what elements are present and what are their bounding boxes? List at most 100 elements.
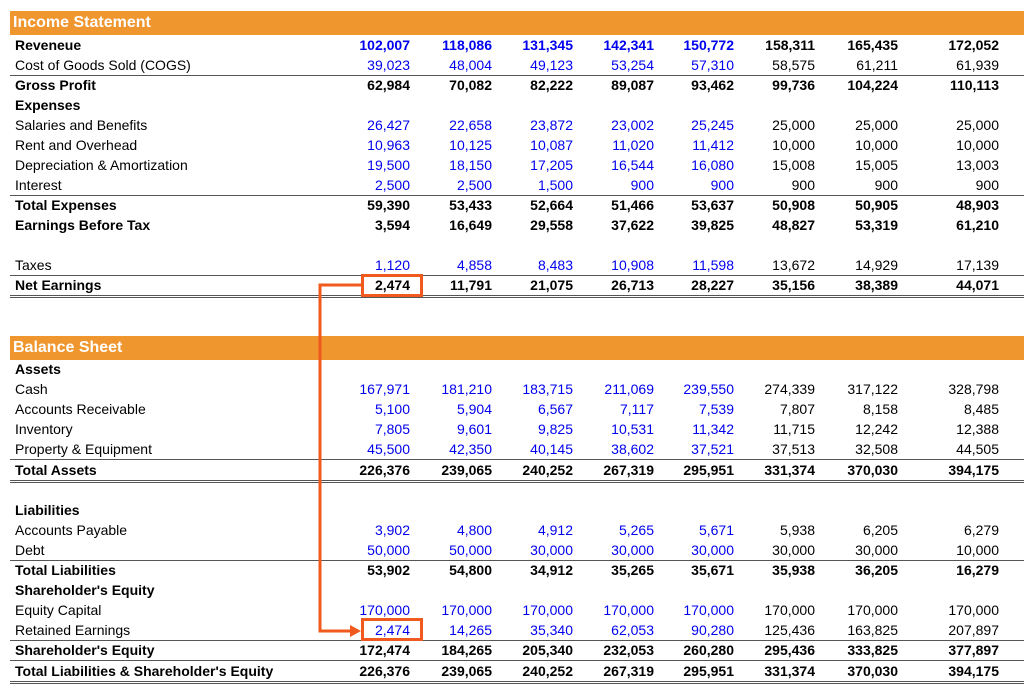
cell-value[interactable]: 21,075	[530, 277, 573, 293]
cell-value[interactable]: 50,000	[449, 541, 492, 558]
cell-value[interactable]: 13,003	[956, 157, 999, 173]
cell-value[interactable]: 3,902	[374, 521, 410, 538]
cell-value[interactable]: 37,513	[772, 441, 815, 458]
cell-value[interactable]: 900	[630, 177, 654, 193]
cell-value[interactable]: 53,902	[367, 562, 410, 578]
cell-value[interactable]: 61,210	[956, 217, 999, 233]
cell-value[interactable]: 295,951	[683, 461, 734, 478]
cell-value[interactable]: 42,350	[449, 441, 492, 458]
cell-value[interactable]: 34,912	[530, 562, 573, 578]
cell-value[interactable]: 163,825	[847, 622, 898, 639]
cell-value[interactable]: 28,227	[691, 277, 734, 293]
cell-value[interactable]: 89,087	[611, 77, 654, 93]
cell-value[interactable]: 165,435	[847, 37, 898, 53]
cell-value[interactable]: 25,245	[691, 117, 734, 133]
cell-value[interactable]: 40,145	[530, 441, 573, 458]
cell-value[interactable]: 25,000	[855, 117, 898, 133]
cell-value[interactable]: 102,007	[359, 37, 410, 53]
cell-value[interactable]: 207,897	[948, 622, 999, 639]
cell-value[interactable]: 170,000	[948, 602, 999, 619]
cell-value[interactable]: 5,100	[374, 401, 410, 418]
cell-value[interactable]: 5,938	[779, 521, 815, 538]
cell-value[interactable]: 36,205	[855, 562, 898, 578]
cell-value[interactable]: 61,211	[856, 57, 898, 73]
cell-value[interactable]: 211,069	[604, 381, 654, 398]
cell-value[interactable]: 172,474	[359, 642, 410, 659]
cell-value[interactable]: 30,000	[611, 541, 654, 558]
cell-value[interactable]: 900	[975, 177, 999, 193]
cell-value[interactable]: 7,539	[698, 401, 734, 418]
cell-value[interactable]: 52,664	[530, 197, 573, 213]
cell-value[interactable]: 150,772	[683, 37, 734, 53]
cell-value[interactable]: 181,210	[441, 381, 492, 398]
cell-value[interactable]: 240,252	[522, 461, 573, 478]
cell-value[interactable]: 39,825	[691, 217, 734, 233]
cell-value[interactable]: 4,800	[456, 521, 492, 538]
cell-value[interactable]: 23,002	[611, 117, 654, 133]
cell-value[interactable]: 48,004	[449, 57, 492, 73]
cell-value[interactable]: 50,000	[367, 541, 410, 558]
cell-value[interactable]: 26,427	[367, 117, 410, 133]
cell-value[interactable]: 61,939	[956, 57, 999, 73]
cell-value[interactable]: 6,279	[963, 521, 999, 538]
cell-value[interactable]: 53,254	[611, 57, 654, 73]
cell-value[interactable]: 333,825	[847, 642, 898, 659]
cell-value[interactable]: 317,122	[847, 381, 898, 398]
cell-value[interactable]: 7,807	[779, 401, 815, 418]
cell-value[interactable]: 16,544	[611, 157, 654, 173]
cell-value[interactable]: 11,020	[612, 137, 654, 153]
cell-value[interactable]: 15,005	[855, 157, 898, 173]
cell-value[interactable]: 38,602	[611, 441, 654, 458]
cell-value[interactable]: 8,483	[537, 257, 573, 273]
cell-value[interactable]: 99,736	[772, 77, 815, 93]
cell-value[interactable]: 900	[874, 177, 898, 193]
cell-value[interactable]: 110,113	[949, 77, 999, 93]
cell-value[interactable]: 16,080	[691, 157, 734, 173]
cell-value[interactable]: 7,805	[374, 421, 410, 438]
cell-value[interactable]: 53,319	[855, 217, 898, 233]
cell-value[interactable]: 30,000	[772, 541, 815, 558]
cell-value[interactable]: 10,000	[956, 541, 999, 558]
cell-value[interactable]: 8,485	[963, 401, 999, 418]
cell-value[interactable]: 295,951	[683, 662, 734, 679]
cell-value[interactable]: 10,531	[611, 421, 654, 438]
cell-value[interactable]: 25,000	[772, 117, 815, 133]
cell-value[interactable]: 267,319	[603, 662, 654, 679]
cell-value[interactable]: 17,205	[530, 157, 573, 173]
cell-value[interactable]: 50,905	[855, 197, 898, 213]
cell-value[interactable]: 30,000	[691, 541, 734, 558]
cell-value[interactable]: 167,971	[359, 381, 410, 398]
cell-value[interactable]: 49,123	[530, 57, 573, 73]
cell-value[interactable]: 35,938	[772, 562, 815, 578]
cell-value[interactable]: 10,963	[367, 137, 410, 153]
cell-value[interactable]: 170,000	[603, 602, 654, 619]
cell-value[interactable]: 35,671	[691, 562, 734, 578]
cell-value[interactable]: 53,433	[449, 197, 492, 213]
cell-value[interactable]: 900	[710, 177, 734, 193]
cell-value[interactable]: 10,000	[956, 137, 999, 153]
cell-value[interactable]: 2,474	[374, 277, 410, 293]
cell-value[interactable]: 226,376	[359, 461, 410, 478]
cell-value[interactable]: 26,713	[611, 277, 654, 293]
cell-value[interactable]: 331,374	[764, 461, 815, 478]
cell-value[interactable]: 7,117	[620, 401, 654, 418]
cell-value[interactable]: 5,904	[456, 401, 492, 418]
cell-value[interactable]: 2,500	[456, 177, 492, 193]
cell-value[interactable]: 5,671	[698, 521, 734, 538]
cell-value[interactable]: 260,280	[683, 642, 734, 659]
cell-value[interactable]: 44,071	[956, 277, 999, 293]
cell-value[interactable]: 239,065	[441, 461, 492, 478]
cell-value[interactable]: 14,929	[855, 257, 898, 273]
cell-value[interactable]: 10,125	[449, 137, 492, 153]
cell-value[interactable]: 15,008	[772, 157, 815, 173]
cell-value[interactable]: 62,053	[611, 622, 654, 639]
cell-value[interactable]: 4,912	[537, 521, 573, 538]
cell-value[interactable]: 295,436	[764, 642, 815, 659]
cell-value[interactable]: 900	[791, 177, 815, 193]
cell-value[interactable]: 239,550	[683, 381, 734, 398]
cell-value[interactable]: 22,658	[449, 117, 492, 133]
cell-value[interactable]: 18,150	[449, 157, 492, 173]
cell-value[interactable]: 184,265	[441, 642, 492, 659]
cell-value[interactable]: 331,374	[764, 662, 815, 679]
cell-value[interactable]: 11,598	[692, 257, 734, 273]
